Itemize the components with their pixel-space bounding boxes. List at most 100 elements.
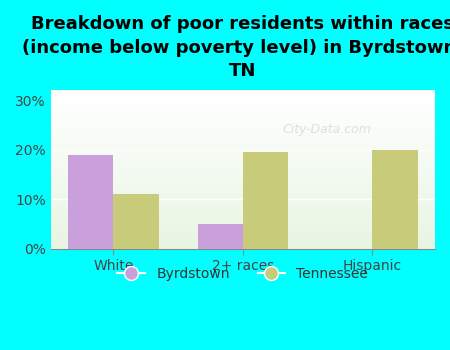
Bar	[50, 197, 435, 198]
Bar	[50, 181, 435, 182]
Bar	[50, 241, 435, 243]
Bar	[50, 225, 435, 227]
Bar	[50, 235, 435, 236]
Bar	[50, 186, 435, 187]
Bar	[50, 130, 435, 131]
Legend: Byrdstown, Tennessee: Byrdstown, Tennessee	[112, 261, 374, 287]
Bar	[243, 152, 288, 249]
Bar	[50, 198, 435, 200]
Bar	[50, 184, 435, 186]
Bar	[50, 146, 435, 147]
Bar	[50, 217, 435, 219]
Bar	[68, 155, 113, 249]
Bar	[50, 238, 435, 239]
Bar	[50, 141, 435, 142]
Bar	[50, 233, 435, 235]
Bar	[50, 124, 435, 125]
Bar	[50, 104, 435, 106]
Bar	[198, 224, 243, 249]
Bar	[50, 246, 435, 247]
Bar	[50, 106, 435, 107]
Bar	[50, 149, 435, 150]
Bar	[50, 119, 435, 120]
Bar	[50, 228, 435, 230]
Bar	[50, 200, 435, 201]
Bar	[50, 162, 435, 163]
Bar	[50, 231, 435, 233]
Bar	[50, 179, 435, 181]
Bar	[50, 112, 435, 114]
Bar	[50, 236, 435, 238]
Bar	[50, 114, 435, 116]
Bar	[50, 201, 435, 203]
Bar	[50, 192, 435, 193]
Bar	[50, 220, 435, 222]
Bar	[50, 154, 435, 155]
Bar	[50, 206, 435, 208]
Bar	[50, 147, 435, 149]
Bar	[50, 150, 435, 152]
Bar	[50, 92, 435, 93]
Bar	[50, 128, 435, 130]
Bar	[50, 195, 435, 197]
Bar	[50, 127, 435, 128]
Bar	[50, 173, 435, 174]
Bar	[50, 247, 435, 249]
Bar	[50, 169, 435, 171]
Bar	[50, 163, 435, 165]
Bar	[113, 194, 159, 249]
Bar	[50, 93, 435, 95]
Bar	[50, 189, 435, 190]
Bar	[50, 239, 435, 241]
Bar	[50, 139, 435, 141]
Bar	[50, 204, 435, 206]
Text: City-Data.com: City-Data.com	[283, 123, 372, 136]
Bar	[50, 138, 435, 139]
Bar	[50, 168, 435, 169]
Bar	[50, 157, 435, 159]
Bar	[50, 135, 435, 136]
Bar	[50, 107, 435, 109]
Bar	[50, 190, 435, 192]
Bar	[50, 203, 435, 204]
Bar	[50, 244, 435, 246]
Bar	[50, 160, 435, 162]
Bar	[50, 109, 435, 111]
Bar	[50, 131, 435, 133]
Bar	[50, 222, 435, 224]
Bar	[50, 216, 435, 217]
Bar	[50, 152, 435, 154]
Bar	[50, 208, 435, 209]
Bar	[50, 187, 435, 189]
Bar	[50, 171, 435, 173]
Bar	[50, 117, 435, 119]
Bar	[50, 111, 435, 112]
Bar	[50, 155, 435, 157]
Bar	[50, 165, 435, 166]
Bar	[50, 136, 435, 138]
Bar	[50, 100, 435, 101]
Bar	[50, 97, 435, 98]
Bar	[50, 224, 435, 225]
Bar	[50, 103, 435, 104]
Bar	[50, 177, 435, 179]
Bar	[50, 144, 435, 146]
Bar	[50, 142, 435, 144]
Bar	[50, 182, 435, 184]
Bar	[50, 159, 435, 160]
Bar	[50, 101, 435, 103]
Bar	[50, 209, 435, 211]
Bar	[50, 95, 435, 97]
Bar	[50, 227, 435, 228]
Bar	[50, 193, 435, 195]
Bar	[50, 116, 435, 117]
Bar	[50, 243, 435, 244]
Bar	[50, 211, 435, 212]
Bar	[372, 150, 418, 249]
Bar	[50, 174, 435, 176]
Bar	[50, 230, 435, 231]
Bar	[50, 122, 435, 124]
Bar	[50, 176, 435, 177]
Bar	[50, 212, 435, 214]
Bar	[50, 90, 435, 92]
